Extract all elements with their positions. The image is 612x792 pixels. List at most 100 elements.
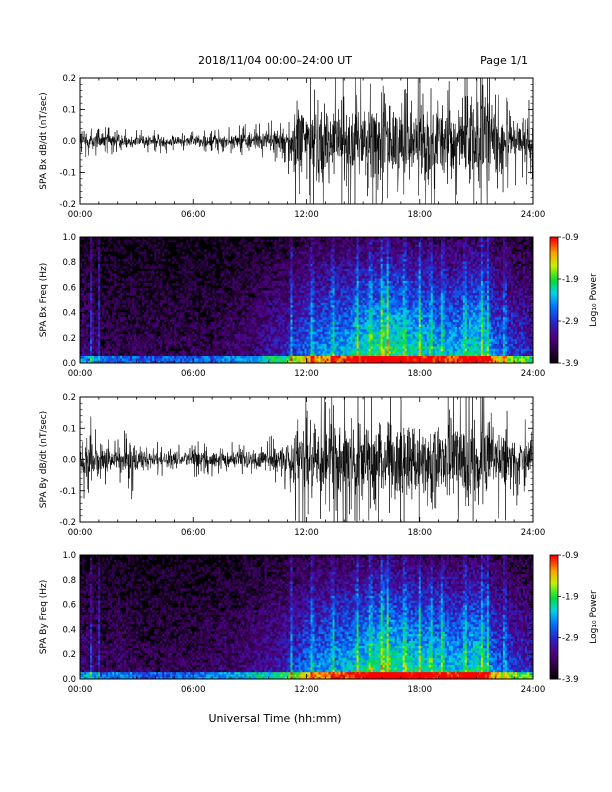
spectrogram-cell [130, 326, 133, 330]
spectrogram-cell [334, 309, 337, 313]
spectrogram-cell [152, 309, 155, 313]
spectrogram-cell [340, 244, 343, 247]
spectrogram-cell [194, 283, 197, 286]
spectrogram-cell [336, 249, 339, 252]
spectrogram-cell [174, 256, 177, 260]
spectrogram-cell [108, 304, 111, 308]
spectrogram-cell [274, 297, 277, 301]
spectrogram-cell [188, 300, 191, 303]
spectrogram-cell [226, 261, 229, 264]
spectrogram-cell [254, 358, 257, 361]
spectrogram-cell [270, 239, 273, 243]
spectrogram-cell [238, 360, 241, 364]
spectrogram-cell [88, 314, 91, 318]
spectrogram-cell [112, 263, 115, 267]
spectrogram-cell [124, 350, 127, 354]
spectrogram-cell [304, 333, 307, 337]
spectrogram-cell [268, 278, 271, 281]
spectrogram-cell [214, 268, 217, 272]
spectrogram-cell [154, 244, 157, 247]
spectrogram-cell [278, 237, 281, 240]
spectrogram-cell [328, 283, 331, 286]
spectrogram-cell [150, 348, 153, 352]
spectrogram-cell [130, 346, 133, 349]
spectrogram-cell [308, 329, 311, 332]
spectrogram-cell [226, 295, 229, 298]
spectrogram-cell [190, 314, 193, 318]
spectrogram-cell [122, 319, 125, 323]
spectrogram-cell [254, 324, 257, 327]
spectrogram-cell [212, 307, 215, 310]
spectrogram-cell [126, 258, 129, 262]
spectrogram-cell [276, 285, 279, 289]
spectrogram-cell [302, 239, 305, 243]
spectrogram-cell [244, 343, 247, 347]
spectrogram-cell [144, 348, 147, 352]
spectrogram-cell [234, 353, 237, 357]
spectrogram-cell [86, 253, 89, 257]
spectrogram-cell [146, 341, 149, 344]
spectrogram-cell [278, 263, 281, 267]
spectrogram-cell [248, 316, 251, 320]
spectrogram-cell [320, 280, 323, 284]
spectrogram-cell [296, 324, 299, 327]
spectrogram-cell [296, 331, 299, 335]
spectrogram-cell [318, 280, 321, 284]
spectrogram-cell [312, 241, 315, 245]
spectrogram-cell [98, 304, 101, 308]
spectrogram-cell [290, 329, 293, 332]
spectrogram-cell [96, 312, 99, 315]
spectrogram-cell [244, 270, 247, 274]
spectrogram-cell [272, 358, 275, 361]
spectrogram-cell [332, 263, 335, 267]
spectrogram-cell [142, 314, 145, 318]
spectrogram-cell [252, 360, 255, 364]
spectrogram-cell [316, 343, 319, 347]
spectrogram-cell [228, 241, 231, 245]
spectrogram-cell [308, 246, 311, 250]
spectrogram-cell [120, 343, 123, 347]
spectrogram-cell [266, 253, 269, 257]
spectrogram-cell [106, 300, 109, 303]
spectrogram-cell [96, 290, 99, 294]
spectrogram-cell [266, 285, 269, 289]
spectrogram-cell [218, 319, 221, 323]
page-indicator: Page 1/1 [480, 54, 528, 67]
spectrogram-cell [312, 258, 315, 262]
spectrogram-cell [182, 302, 185, 306]
spectrogram-cell [302, 263, 305, 267]
spectrogram-cell [152, 341, 155, 344]
spectrogram-cell [302, 346, 305, 349]
spectrogram-cell [112, 316, 115, 320]
spectrogram-cell [214, 314, 217, 318]
spectrogram-cell [306, 353, 309, 357]
spectrogram-cell [330, 353, 333, 357]
spectrogram-cell [290, 273, 293, 277]
spectrogram-cell [204, 304, 207, 308]
spectrogram-cell [154, 343, 157, 347]
spectrogram-cell [224, 358, 227, 361]
spectrogram-cell [296, 353, 299, 357]
spectrogram-cell [218, 341, 221, 344]
spectrogram-cell [138, 297, 141, 301]
spectrogram-cell [258, 273, 261, 277]
spectrogram-cell [286, 273, 289, 277]
spectrogram-cell [100, 290, 103, 294]
spectrogram-cell [214, 343, 217, 347]
spectrogram-cell [306, 312, 309, 315]
spectrogram-cell [124, 285, 127, 289]
spectrogram-cell [134, 338, 137, 342]
spectrogram-cell [306, 297, 309, 301]
spectrogram-cell [108, 268, 111, 272]
spectrogram-cell [256, 338, 259, 342]
spectrogram-cell [156, 292, 159, 296]
spectrogram-cell [264, 292, 267, 296]
spectrogram-cell [336, 253, 339, 257]
spectrogram-cell [326, 343, 329, 347]
spectrogram-cell [284, 329, 287, 332]
spectrogram-cell [306, 319, 309, 323]
spectrogram-cell [232, 341, 235, 344]
spectrogram-cell [160, 287, 163, 291]
spectrogram-cell [246, 353, 249, 357]
spectrogram-cell [252, 300, 255, 303]
